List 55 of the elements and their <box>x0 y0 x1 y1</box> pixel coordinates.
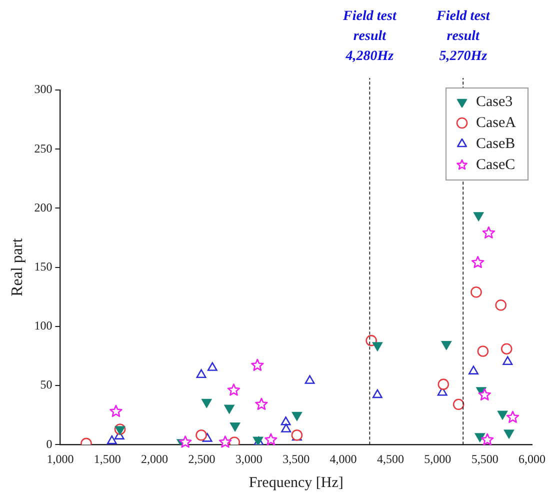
point <box>106 435 117 444</box>
point <box>251 358 264 371</box>
point <box>478 388 491 400</box>
point <box>477 346 489 357</box>
point <box>110 404 122 418</box>
x-tick-label: 1,500 <box>94 452 121 466</box>
point <box>255 398 268 410</box>
point <box>502 356 513 366</box>
x-tick-label: 2,000 <box>141 452 168 466</box>
point <box>227 384 240 396</box>
point <box>438 378 450 390</box>
x-tick-label: 4,000 <box>330 452 357 466</box>
point <box>452 398 464 410</box>
x-tick-label: 3,500 <box>282 452 310 466</box>
point <box>481 433 494 446</box>
point <box>218 436 232 448</box>
x-tick-label: 1,000 <box>46 452 74 466</box>
legend-label: CaseA <box>476 114 516 131</box>
point <box>474 212 484 221</box>
x-axis-title: Frequency [Hz] <box>248 474 344 491</box>
point <box>207 362 218 371</box>
ref-line-label: Field test result 4,280Hz <box>342 9 398 64</box>
x-tick-label: 2,500 <box>188 452 216 466</box>
x-tick-label: 3,000 <box>235 452 262 466</box>
y-tick-label: 250 <box>34 141 52 156</box>
point <box>264 433 278 446</box>
point <box>196 369 206 378</box>
x-tick-label: 5,000 <box>424 452 452 466</box>
x-tick-label: 6,000 <box>518 452 546 466</box>
point <box>280 416 291 426</box>
point <box>372 389 382 398</box>
x-tick-label: 5,500 <box>471 452 498 466</box>
point <box>468 366 478 374</box>
y-tick-label: 0 <box>46 436 52 451</box>
y-axis-title: Real part <box>8 238 26 296</box>
legend-label: CaseB <box>476 136 516 152</box>
x-tick-label: 4,500 <box>376 452 404 466</box>
point <box>482 226 496 239</box>
y-tick-label: 100 <box>34 318 52 333</box>
point <box>196 429 207 441</box>
ref-line-label: Field test result 5,270Hz <box>435 9 491 64</box>
point <box>506 410 520 423</box>
y-tick-label: 300 <box>34 82 52 96</box>
y-tick-label: 150 <box>34 259 52 274</box>
legend-label: CaseC <box>476 156 516 173</box>
point <box>178 436 192 448</box>
point <box>500 343 512 355</box>
point <box>281 424 292 432</box>
legend-label: Case3 <box>476 94 513 110</box>
y-tick-label: 200 <box>34 200 52 214</box>
point <box>471 256 484 268</box>
point <box>304 375 315 384</box>
y-tick-label: 50 <box>40 378 52 392</box>
point <box>495 299 507 311</box>
point <box>470 286 482 298</box>
